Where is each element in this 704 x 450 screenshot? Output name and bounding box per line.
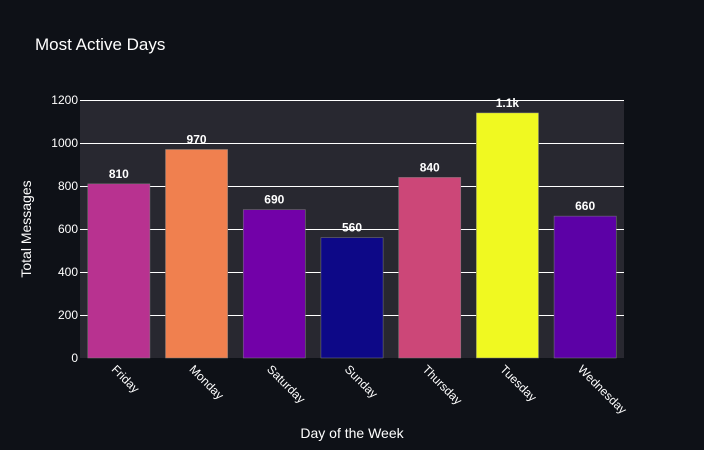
y-tick-label: 200 — [58, 308, 78, 322]
bars — [87, 112, 617, 359]
y-tick-label: 800 — [58, 179, 78, 193]
y-tick-label: 1000 — [51, 136, 78, 150]
x-tick-label: Monday — [186, 362, 226, 402]
bar-value-label: 810 — [109, 167, 129, 181]
bar-value-label: 690 — [264, 193, 284, 207]
y-tick-label: 600 — [58, 222, 78, 236]
y-tick-label: 0 — [71, 351, 78, 365]
chart-title: Most Active Days — [35, 35, 165, 54]
x-axis-ticks: Friday Monday Saturday Sunday Thursday Tuesda… — [109, 362, 630, 417]
x-axis-title: Day of the Week — [300, 425, 404, 441]
y-tick-label: 1200 — [51, 93, 78, 107]
bar-sunday[interactable] — [320, 237, 384, 359]
bar-value-labels: 810 970 690 560 840 1.1k 660 — [109, 96, 596, 235]
y-tick-label: 400 — [58, 265, 78, 279]
bar-value-label: 970 — [187, 132, 207, 146]
x-tick-label: Sunday — [342, 362, 381, 401]
x-tick-label: Wednesday — [575, 362, 630, 417]
x-tick-label: Friday — [109, 362, 142, 395]
bar-friday[interactable] — [87, 183, 151, 359]
x-tick-label: Tuesday — [497, 362, 539, 404]
x-tick-label: Thursday — [420, 362, 465, 407]
bar-wednesday[interactable] — [553, 215, 617, 359]
bar-value-label: 1.1k — [496, 96, 520, 110]
x-tick-label: Saturday — [264, 362, 308, 406]
bar-value-label: 840 — [420, 160, 440, 174]
bar-monday[interactable] — [165, 149, 228, 359]
bar-value-label: 660 — [575, 199, 595, 213]
bar-thursday[interactable] — [398, 177, 462, 359]
bar-tuesday[interactable] — [476, 112, 539, 359]
y-axis-title: Total Messages — [18, 180, 34, 277]
y-axis-ticks: 0 200 400 600 800 1000 1200 — [51, 93, 78, 365]
bar-value-label: 560 — [342, 221, 362, 235]
bar-saturday[interactable] — [242, 209, 306, 359]
